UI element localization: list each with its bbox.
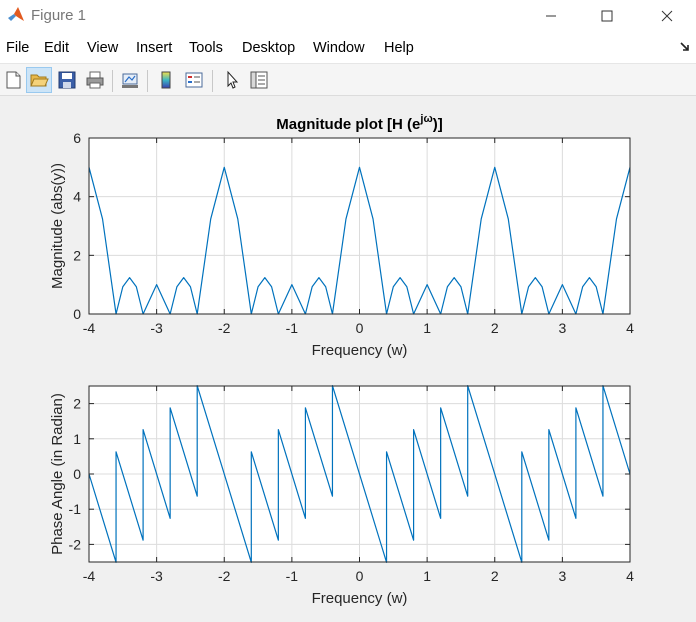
- plot2-x-tick-label: 1: [423, 568, 431, 584]
- maximize-button[interactable]: [584, 0, 630, 31]
- title-bar: Figure 1: [0, 0, 696, 31]
- plot1-x-tick-label: -3: [150, 320, 163, 336]
- link-plot-button[interactable]: [117, 67, 143, 93]
- plot2-x-tick-label: 0: [356, 568, 364, 584]
- menu-insert[interactable]: Insert: [136, 40, 173, 56]
- plot2-y-tick-label: 2: [73, 396, 81, 412]
- plot1-axes-frame: [88, 137, 631, 315]
- save-button[interactable]: [54, 67, 80, 93]
- plot2-axes-frame: [88, 385, 631, 563]
- plot1-series-line-0: [88, 166, 631, 315]
- close-icon: [661, 10, 673, 21]
- menu-tools[interactable]: Tools: [189, 40, 223, 56]
- plot1-x-tick-label: 4: [626, 320, 634, 336]
- link-plot-icon: [122, 73, 138, 88]
- plot2-y-tick-label: 0: [73, 466, 81, 482]
- menu-view[interactable]: View: [87, 40, 119, 56]
- matlab-logo-icon: [8, 7, 24, 21]
- plot1-title-superscript: jω: [419, 113, 432, 125]
- plot2-y-axis-label: Phase Angle (in Radian): [49, 393, 66, 555]
- plot2-x-tick-label: -2: [218, 568, 231, 584]
- menu-bar: File Edit View Insert Tools Desktop Wind…: [0, 31, 696, 63]
- figure-canvas: -4 -3 -2 -1 0 1 2 3 4 0 2 4 6 Frequency (w) Magnitude …: [0, 96, 696, 617]
- plot1-x-tick-label: -2: [218, 320, 231, 336]
- insert-legend-button[interactable]: [181, 67, 207, 93]
- insert-colorbar-button[interactable]: [153, 67, 179, 93]
- menu-edit[interactable]: Edit: [44, 40, 69, 56]
- plot1-y-axis-label: Magnitude (abs(y)): [49, 163, 66, 289]
- figure-plots: -4 -3 -2 -1 0 1 2 3 4 0 2 4 6 Frequency (w) Magnitude …: [49, 113, 634, 607]
- maximize-icon: [601, 10, 613, 21]
- plot1-x-tick-label: 2: [491, 320, 499, 336]
- plot1-y-tick-label: 0: [73, 306, 81, 322]
- plot1-x-axis-label: Frequency (w): [312, 342, 408, 359]
- property-inspector-button[interactable]: [246, 67, 272, 93]
- plot1-x-tick-label: 0: [356, 320, 364, 336]
- plot2-x-axis-label: Frequency (w): [312, 590, 408, 607]
- plot1-x-tick-label: 3: [558, 320, 566, 336]
- insert-colorbar-icon: [161, 71, 171, 89]
- toolbar: [0, 63, 696, 96]
- print-icon: [86, 71, 104, 89]
- open-file-button[interactable]: [26, 67, 52, 93]
- menu-file[interactable]: File: [6, 40, 30, 56]
- new-figure-icon: [6, 71, 21, 89]
- save-icon: [58, 71, 76, 89]
- plot1-y-tick-label: 4: [73, 189, 81, 205]
- plot2-y-tick-label: -2: [69, 536, 82, 552]
- plot1-x-tick-label: 1: [423, 320, 431, 336]
- edit-plot-button[interactable]: [219, 67, 245, 93]
- menu-desktop[interactable]: Desktop: [242, 40, 296, 56]
- close-button[interactable]: [644, 0, 690, 31]
- plot1-x-tick-label: -1: [286, 320, 299, 336]
- plot2-x-tick-label: -1: [286, 568, 299, 584]
- plot2-y-tick-label: 1: [73, 431, 81, 447]
- minimize-button[interactable]: [528, 0, 574, 31]
- plot2-x-tick-label: 3: [558, 568, 566, 584]
- plot2-x-tick-label: -3: [150, 568, 163, 584]
- minimize-icon: [546, 15, 556, 16]
- toolbar-separator: [212, 70, 213, 92]
- property-inspector-icon: [250, 71, 268, 89]
- print-button[interactable]: [82, 67, 108, 93]
- plot2-x-tick-label: 2: [491, 568, 499, 584]
- plot2-x-tick-label: 4: [626, 568, 634, 584]
- plot2-x-tick-label: -4: [83, 568, 96, 584]
- dock-figure-icon[interactable]: [679, 41, 691, 53]
- toolbar-separator: [112, 70, 113, 92]
- plot1-title: Magnitude plot [H (ejω)]: [276, 113, 443, 133]
- menu-window[interactable]: Window: [313, 40, 365, 56]
- insert-legend-icon: [185, 72, 203, 88]
- plot2-y-tick-label: -1: [69, 501, 82, 517]
- open-file-icon: [30, 74, 49, 87]
- plot1-x-tick-label: -4: [83, 320, 96, 336]
- window-title: Figure 1: [31, 7, 87, 24]
- new-figure-button[interactable]: [0, 67, 26, 93]
- toolbar-separator: [147, 70, 148, 92]
- plot2-series-line-0: [88, 385, 631, 563]
- edit-plot-icon: [227, 70, 239, 89]
- plot1-title-main: Magnitude plot [H (e: [276, 116, 420, 133]
- plot1-y-tick-label: 2: [73, 247, 81, 263]
- menu-help[interactable]: Help: [384, 40, 414, 56]
- plot1-y-tick-label: 6: [73, 130, 81, 146]
- plot1-title-end: )]: [433, 116, 443, 133]
